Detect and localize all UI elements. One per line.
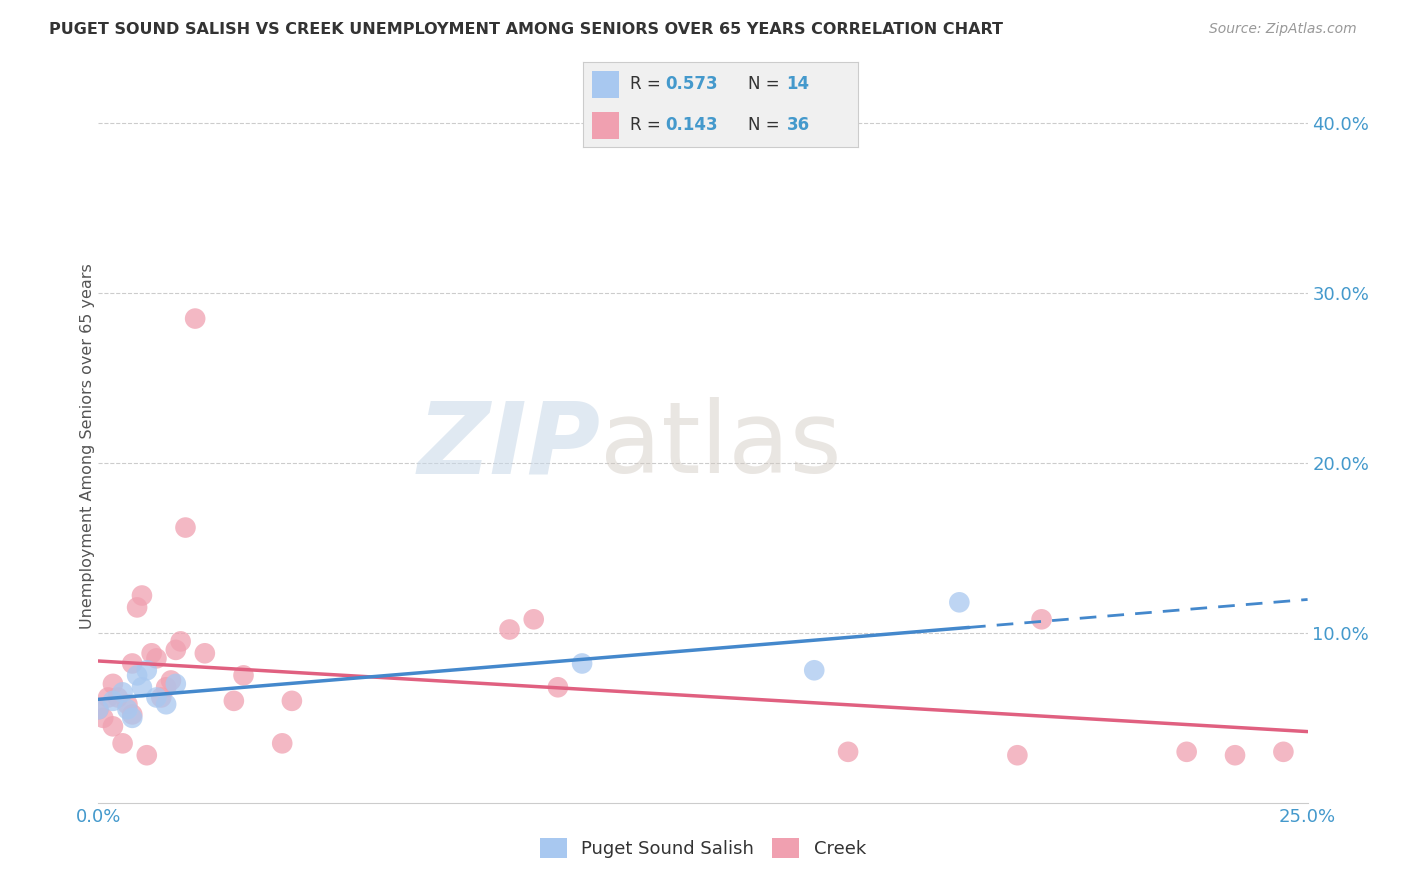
Point: [184, 311, 207, 326]
Point: [150, 690, 173, 705]
Point: [127, 668, 149, 682]
Point: [107, 690, 129, 705]
FancyBboxPatch shape: [592, 71, 619, 98]
Point: [127, 600, 149, 615]
Point: [1223, 748, 1246, 763]
Legend: Puget Sound Salish, Creek: Puget Sound Salish, Creek: [533, 830, 873, 865]
Point: [1272, 745, 1295, 759]
Point: [571, 657, 593, 671]
Point: [1007, 748, 1029, 763]
Point: [131, 589, 153, 603]
Point: [135, 663, 157, 677]
Point: [547, 680, 569, 694]
Point: [91, 711, 114, 725]
Point: [1175, 745, 1198, 759]
Point: [101, 719, 124, 733]
Point: [498, 623, 520, 637]
Point: [101, 694, 124, 708]
Point: [117, 702, 139, 716]
Point: [101, 677, 124, 691]
Text: Source: ZipAtlas.com: Source: ZipAtlas.com: [1209, 22, 1357, 37]
Point: [232, 668, 254, 682]
Point: [803, 663, 825, 677]
Point: [222, 694, 245, 708]
Y-axis label: Unemployment Among Seniors over 65 years: Unemployment Among Seniors over 65 years: [80, 263, 94, 629]
FancyBboxPatch shape: [592, 112, 619, 139]
Point: [117, 698, 139, 712]
Point: [111, 685, 134, 699]
Text: N =: N =: [748, 76, 785, 94]
Point: [948, 595, 970, 609]
Text: PUGET SOUND SALISH VS CREEK UNEMPLOYMENT AMONG SENIORS OVER 65 YEARS CORRELATION: PUGET SOUND SALISH VS CREEK UNEMPLOYMENT…: [49, 22, 1004, 37]
Point: [281, 694, 304, 708]
Text: atlas: atlas: [600, 398, 842, 494]
Point: [155, 680, 177, 694]
Point: [165, 643, 187, 657]
Point: [194, 646, 217, 660]
Point: [121, 657, 143, 671]
Point: [160, 673, 183, 688]
Point: [141, 646, 163, 660]
Point: [165, 677, 187, 691]
Point: [1031, 612, 1053, 626]
Text: 14: 14: [786, 76, 810, 94]
Point: [121, 707, 143, 722]
Point: [145, 651, 167, 665]
Text: ZIP: ZIP: [418, 398, 600, 494]
Text: R =: R =: [630, 116, 666, 134]
Point: [271, 736, 294, 750]
Point: [169, 634, 191, 648]
Text: 0.573: 0.573: [666, 76, 718, 94]
Text: N =: N =: [748, 116, 785, 134]
Point: [87, 702, 110, 716]
Point: [97, 690, 120, 705]
Text: R =: R =: [630, 76, 666, 94]
Text: 0.143: 0.143: [666, 116, 718, 134]
Point: [155, 698, 177, 712]
Point: [837, 745, 859, 759]
Point: [135, 748, 157, 763]
Point: [523, 612, 546, 626]
Point: [87, 702, 110, 716]
Point: [121, 711, 143, 725]
Point: [145, 690, 167, 705]
Text: 36: 36: [786, 116, 810, 134]
Point: [131, 680, 153, 694]
Point: [174, 520, 197, 534]
Point: [111, 736, 134, 750]
